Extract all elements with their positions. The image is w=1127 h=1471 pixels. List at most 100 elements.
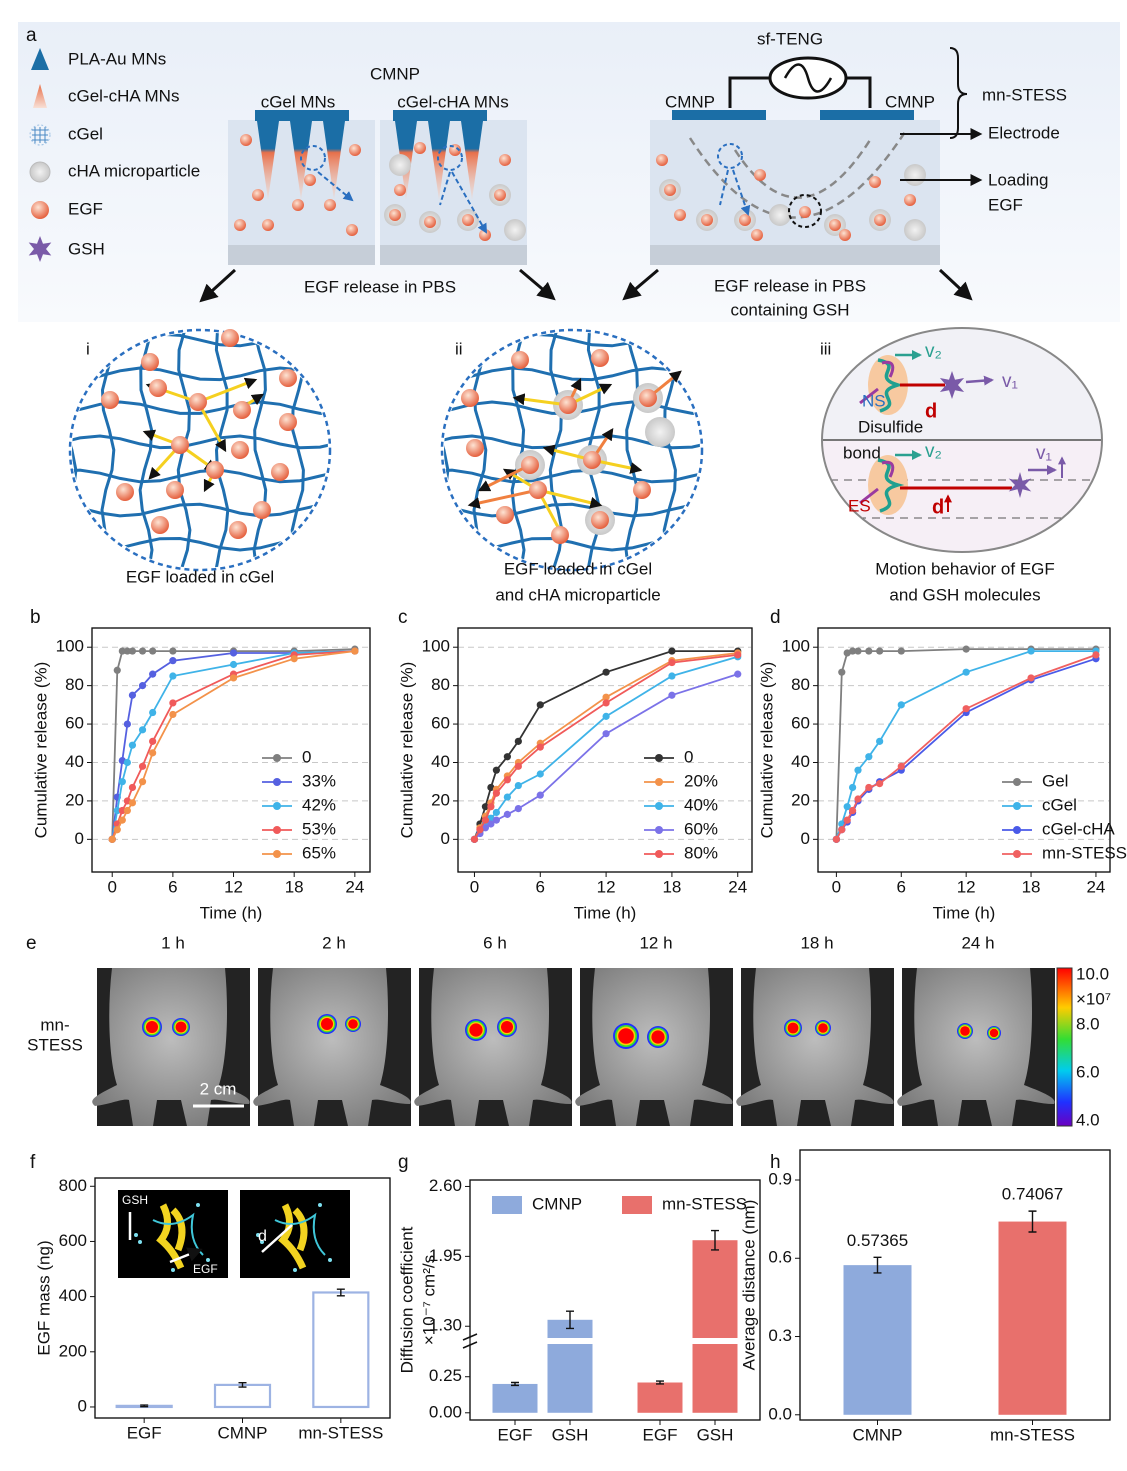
x-axis-label: Time (h) bbox=[933, 903, 996, 922]
y-tick-label: 0 bbox=[801, 829, 810, 848]
panel-label: e bbox=[26, 933, 37, 954]
y-tick-label: 1.30 bbox=[429, 1316, 462, 1335]
point bbox=[149, 737, 157, 745]
legend-text: mn-STESS bbox=[1042, 843, 1127, 862]
microneedle bbox=[290, 121, 312, 200]
egf-ball bbox=[499, 154, 511, 166]
egf-ball bbox=[591, 349, 609, 367]
legend-text: 40% bbox=[684, 795, 718, 814]
point bbox=[849, 783, 857, 792]
egf-ball bbox=[234, 219, 246, 231]
x-tick-label: 12 bbox=[597, 877, 616, 896]
legend-marker bbox=[1013, 826, 1021, 834]
mouse-body bbox=[92, 968, 250, 1126]
dashed-region bbox=[437, 145, 463, 171]
point bbox=[138, 726, 147, 734]
y-axis-label: EGF mass (ng) bbox=[34, 1240, 53, 1355]
stroke-outline bbox=[821, 327, 1103, 553]
icon-cha bbox=[29, 161, 51, 183]
point bbox=[602, 693, 610, 701]
callout: EGF bbox=[988, 195, 1023, 214]
point bbox=[149, 749, 157, 757]
time-label: 6 h bbox=[483, 933, 507, 952]
annotation: Disulfide bbox=[858, 417, 923, 436]
egf-ball bbox=[262, 219, 274, 231]
y-tick-label: 40 bbox=[65, 752, 84, 771]
x-tick-label: 18 bbox=[662, 877, 681, 896]
point bbox=[843, 816, 851, 824]
point bbox=[123, 647, 131, 655]
y-tick-label: 40 bbox=[431, 752, 450, 771]
legend-marker bbox=[655, 802, 663, 810]
legend-swatch bbox=[622, 1196, 652, 1214]
point bbox=[138, 647, 147, 655]
signal bbox=[818, 1023, 828, 1033]
point bbox=[487, 803, 495, 811]
point bbox=[838, 826, 846, 834]
point bbox=[351, 647, 359, 655]
point bbox=[854, 795, 862, 803]
legend-text: 33% bbox=[302, 771, 336, 790]
gel-network bbox=[72, 332, 328, 568]
dashed-region bbox=[717, 143, 743, 169]
point bbox=[169, 647, 177, 655]
y-tick-label: 0 bbox=[78, 1396, 87, 1415]
egf-ball bbox=[799, 206, 811, 218]
legend-marker bbox=[273, 754, 281, 762]
point bbox=[514, 804, 522, 813]
y-tick-label: 60 bbox=[431, 714, 450, 733]
box-label: cGel MNs bbox=[261, 92, 336, 111]
egf-ball bbox=[466, 439, 484, 457]
egf-ball bbox=[149, 379, 167, 397]
legend-marker bbox=[1013, 850, 1021, 858]
point bbox=[962, 668, 970, 676]
inset-caption: Motion behavior of EGF bbox=[875, 559, 1055, 578]
point bbox=[962, 645, 970, 653]
y-axis-label: ×10⁻⁷ cm²/s bbox=[419, 1255, 438, 1345]
point bbox=[481, 816, 490, 824]
gsh-star bbox=[939, 371, 965, 399]
y-tick-label: 60 bbox=[791, 714, 810, 733]
x-tick-label: 0 bbox=[832, 877, 841, 896]
egf-ball bbox=[674, 209, 686, 221]
data-label: 0.57365 bbox=[847, 1231, 908, 1250]
bracket bbox=[949, 47, 968, 139]
fiber bbox=[702, 330, 714, 570]
bar bbox=[312, 1291, 370, 1409]
fiber bbox=[72, 332, 328, 348]
y-tick-label: 200 bbox=[59, 1341, 87, 1360]
electrode bbox=[820, 110, 914, 121]
box-title: CMNP bbox=[370, 64, 420, 83]
legend-text: cHA microparticle bbox=[68, 161, 200, 180]
row-label: STESS bbox=[27, 1035, 83, 1054]
substrate bbox=[228, 245, 375, 265]
y-tick-label: 80 bbox=[431, 675, 450, 694]
x-tick-label: 0 bbox=[107, 877, 116, 896]
egf-ball bbox=[151, 516, 169, 534]
legend-marker bbox=[273, 802, 281, 810]
point bbox=[118, 778, 126, 786]
legend-text: Gel bbox=[1042, 771, 1068, 790]
icon-pla bbox=[31, 48, 49, 70]
x-tick-label: CMNP bbox=[217, 1423, 267, 1442]
egf-ball bbox=[754, 169, 766, 181]
point bbox=[149, 647, 157, 655]
x-tick-label: mn-STESS bbox=[298, 1423, 383, 1442]
egf-ball bbox=[231, 441, 249, 459]
panel-label: b bbox=[30, 607, 41, 628]
x-tick-label: EGF bbox=[127, 1423, 162, 1442]
gsh-star bbox=[28, 236, 52, 262]
atom bbox=[260, 1240, 264, 1244]
point bbox=[514, 737, 522, 745]
egf-ball bbox=[521, 456, 539, 474]
mesh-circle bbox=[29, 124, 51, 146]
y-tick-label: 80 bbox=[65, 675, 84, 694]
point bbox=[854, 647, 862, 655]
flow-arrow bbox=[622, 268, 659, 301]
egf-ball bbox=[494, 189, 506, 201]
inset-caption: EGF loaded in cGel bbox=[126, 567, 274, 586]
x-tick-label: 6 bbox=[897, 877, 906, 896]
point bbox=[865, 753, 873, 761]
time-label: 12 h bbox=[639, 933, 672, 952]
